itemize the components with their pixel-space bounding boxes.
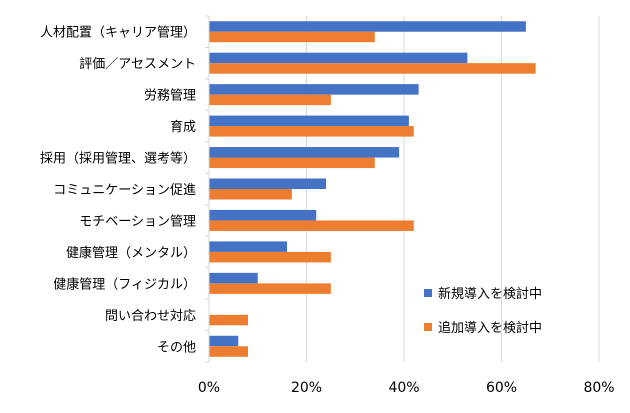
bar-series-2-1 bbox=[209, 31, 375, 43]
x-tick-label-40: 40% bbox=[388, 380, 419, 396]
bar-series-1-3 bbox=[209, 84, 419, 95]
bar-series-1-7 bbox=[209, 209, 317, 221]
x-tick-label-80: 80% bbox=[583, 380, 614, 396]
bar-series-2-4 bbox=[209, 126, 414, 137]
x-tick-label-20: 20% bbox=[291, 380, 322, 396]
label-layer: 0% 20% 40% 60% 80% 人材配置（キャリア管理） 評価／アセスメント労務管理育… bbox=[40, 26, 615, 396]
category-label: 健康管理（フィジカル） bbox=[53, 276, 196, 292]
bar-series-1-2 bbox=[209, 52, 468, 64]
category-label: 採用（採用管理、選考等） bbox=[40, 151, 196, 167]
category-label: 問い合わせ対応 bbox=[105, 309, 196, 324]
bar-series-2-6 bbox=[209, 189, 292, 200]
category-label: 労務管理 bbox=[144, 89, 196, 104]
bar-series-1-6 bbox=[209, 178, 326, 189]
bar-series-2-5 bbox=[209, 157, 375, 169]
bar-series-1-4 bbox=[209, 115, 409, 127]
legend-swatch-1 bbox=[424, 289, 432, 297]
axis-layer bbox=[205, 15, 210, 363]
category-label: モチベーション管理 bbox=[79, 214, 196, 229]
bar-series-1-8 bbox=[209, 241, 287, 252]
bar-series-1-9 bbox=[209, 272, 258, 284]
bar-series-1-11 bbox=[209, 335, 239, 347]
category-label: 健康管理（メンタル） bbox=[66, 245, 196, 261]
legend-swatch-2 bbox=[424, 323, 432, 331]
legend-label-2: 追加導入を検討中 bbox=[438, 320, 542, 336]
bar-series-2-10 bbox=[209, 314, 248, 326]
category-label: 評価／アセスメント bbox=[79, 57, 196, 72]
category-label: コミュニケーション促進 bbox=[53, 183, 196, 198]
category-label: その他 bbox=[157, 340, 196, 355]
bar-layer bbox=[209, 21, 536, 357]
legend-label-1: 新規導入を検討中 bbox=[438, 286, 542, 302]
bar-series-2-11 bbox=[209, 346, 248, 357]
x-tick-label-0: 0% bbox=[198, 380, 220, 396]
category-label: 人材配置（キャリア管理） bbox=[40, 26, 196, 41]
bar-series-1-1 bbox=[209, 21, 526, 32]
bar-series-2-3 bbox=[209, 94, 331, 106]
category-label: 育成 bbox=[170, 119, 196, 135]
x-tick-label-60: 60% bbox=[486, 380, 517, 396]
bar-series-1-5 bbox=[209, 147, 400, 158]
bar-series-2-7 bbox=[209, 220, 414, 231]
bar-series-2-2 bbox=[209, 63, 536, 74]
bar-series-2-9 bbox=[209, 283, 331, 294]
bar-series-2-8 bbox=[209, 251, 331, 263]
